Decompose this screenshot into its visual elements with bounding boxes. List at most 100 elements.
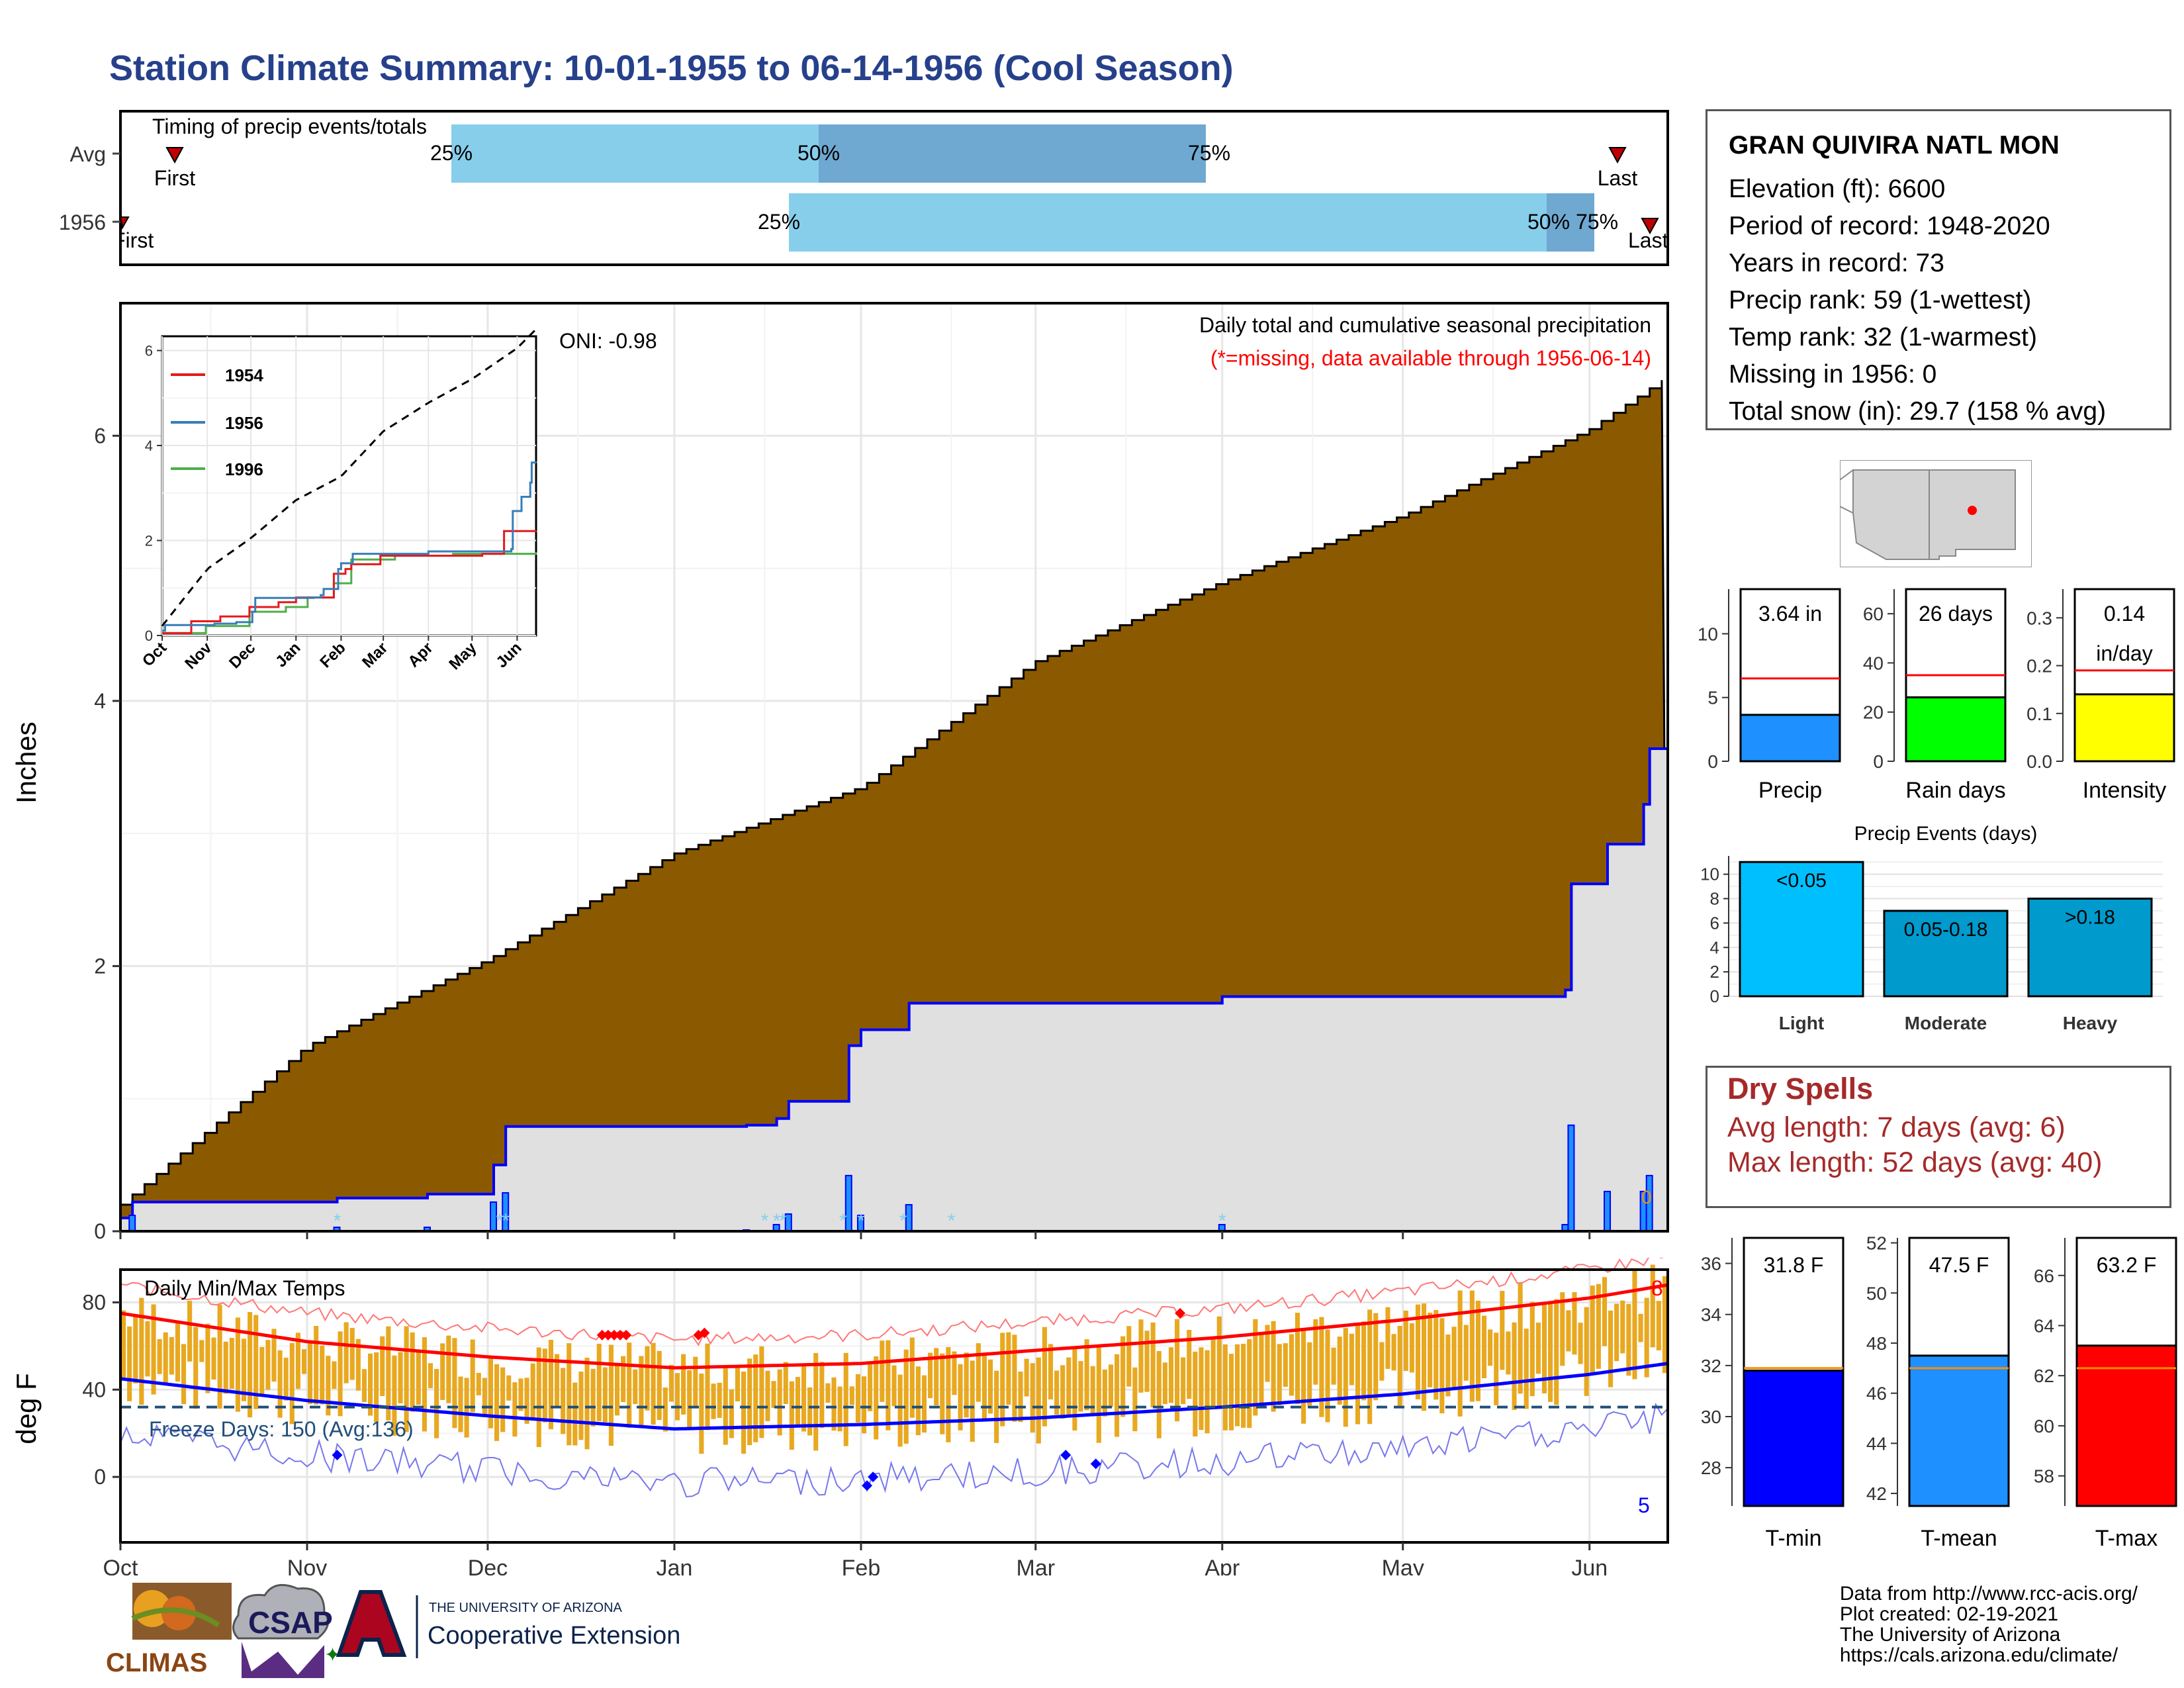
avg-first-marker bbox=[165, 147, 184, 164]
mini-bar-tick-label: 0.2 bbox=[2026, 656, 2052, 677]
month-tick-label: Apr bbox=[1205, 1556, 1240, 1575]
daily-temp-bar bbox=[1608, 1310, 1614, 1387]
daily-temp-bar bbox=[488, 1357, 494, 1429]
month-tick-label: Oct bbox=[103, 1556, 138, 1575]
daily-temp-bar bbox=[1662, 1276, 1667, 1374]
daily-temp-bar bbox=[1078, 1361, 1083, 1412]
credit-url: https://cals.arizona.edu/climate/ bbox=[1839, 1644, 2118, 1666]
daily-temp-bar bbox=[1295, 1313, 1300, 1405]
events-bar-label: <0.05 bbox=[1776, 870, 1827, 892]
legend-1956: 1956 bbox=[225, 413, 263, 433]
y1956-p75: 75% bbox=[1576, 210, 1618, 234]
temp-ytick-label: 80 bbox=[82, 1290, 106, 1314]
daily-temp-bar bbox=[386, 1326, 391, 1421]
record-high-marker bbox=[596, 1329, 608, 1340]
daily-temp-bar bbox=[1590, 1286, 1595, 1374]
daily-temp-bar bbox=[1548, 1303, 1553, 1402]
dry-spells-box: Dry Spells Avg length: 7 days (avg: 6) M… bbox=[1706, 1066, 2171, 1208]
daily-temp-bar bbox=[127, 1326, 132, 1401]
daily-temp-bar bbox=[181, 1344, 187, 1405]
mini-bar-tick-label: 20 bbox=[1863, 702, 1884, 723]
station-snow: Total snow (in): 29.7 (158 % avg) bbox=[1729, 397, 2107, 426]
missing-count: 0 bbox=[1641, 1187, 1652, 1207]
daily-temp-bar bbox=[1108, 1364, 1114, 1407]
daily-temp-bar bbox=[193, 1327, 199, 1409]
inset-xtick-label: Oct bbox=[139, 639, 170, 670]
daily-temp-bar bbox=[536, 1347, 541, 1448]
mini-bar-tick-label: 0 bbox=[1707, 751, 1718, 772]
dry-spells-max: Max length: 52 days (avg: 40) bbox=[1727, 1147, 2103, 1178]
daily-temp-bar bbox=[693, 1356, 698, 1407]
daily-temp-bar bbox=[1090, 1366, 1095, 1416]
mini-bar-tick-label: 10 bbox=[1698, 624, 1718, 644]
daily-temp-bar bbox=[1168, 1347, 1174, 1403]
events-bar-label: 0.05-0.18 bbox=[1904, 919, 1988, 941]
daily-temp-bar bbox=[988, 1359, 993, 1414]
events-category-label: Moderate bbox=[1905, 1013, 1987, 1033]
temp-bar-tick-label: 58 bbox=[2034, 1466, 2054, 1487]
record-low-marker bbox=[1090, 1458, 1101, 1470]
daily-temp-bar bbox=[909, 1337, 915, 1418]
daily-temp-bar bbox=[1644, 1297, 1649, 1378]
snow-marker: * bbox=[761, 1210, 769, 1232]
temp-bar-tick-label: 46 bbox=[1866, 1383, 1887, 1404]
daily-temp-bar bbox=[681, 1354, 686, 1415]
inset-xtick-label: Jan bbox=[272, 639, 304, 671]
timing-row-1956: 1956 bbox=[59, 211, 106, 234]
temp-bar-value bbox=[2075, 1344, 2177, 1507]
inset-1956-line bbox=[162, 461, 537, 632]
daily-temp-bar bbox=[831, 1377, 837, 1431]
daily-temp-bar bbox=[1228, 1354, 1234, 1430]
temp-panel: 0 40 80 Oct Nov Dec Jan Feb Mar Apr May Jun Daily … bbox=[82, 1258, 1669, 1575]
daily-temp-bar bbox=[711, 1383, 716, 1419]
daily-temp-bar bbox=[934, 1348, 939, 1406]
daily-temp-bar bbox=[747, 1358, 752, 1446]
legend-1954: 1954 bbox=[225, 365, 263, 385]
daily-temp-bar bbox=[687, 1370, 692, 1429]
snow-marker: * bbox=[496, 1210, 504, 1232]
credits-block: Data from http://www.rcc-acis.org/ Plot … bbox=[1840, 1583, 2138, 1665]
daily-temp-bar bbox=[361, 1369, 367, 1403]
daily-temp-bar bbox=[651, 1342, 656, 1425]
daily-temp-bar bbox=[855, 1374, 860, 1423]
daily-temp-bar bbox=[163, 1332, 168, 1384]
month-tick-label: Feb bbox=[842, 1556, 881, 1575]
university-of-arizona-logo: THE UNIVERSITY OF ARIZONA Cooperative Ex… bbox=[336, 1590, 680, 1658]
temp-bar-tick-label: 64 bbox=[2034, 1315, 2054, 1336]
daily-temp-bar bbox=[1337, 1336, 1342, 1405]
snow-marker: * bbox=[773, 1210, 781, 1232]
mini-bar-charts: 0 5 10 3.64 in Precip 0 20 40 60 26 days Rain days… bbox=[1698, 588, 2175, 803]
record-high-marker bbox=[602, 1329, 614, 1340]
record-max-line bbox=[120, 1258, 1664, 1346]
daily-temp-bar bbox=[729, 1389, 734, 1438]
snow-marker: * bbox=[857, 1210, 865, 1232]
daily-temp-bar bbox=[1144, 1331, 1150, 1392]
daily-temp-bar bbox=[211, 1337, 216, 1380]
daily-temp-bar bbox=[422, 1337, 427, 1432]
daily-temp-bar bbox=[289, 1342, 295, 1425]
temp-bar-tick-label: 32 bbox=[1701, 1356, 1721, 1376]
daily-temp-bar bbox=[1349, 1333, 1354, 1385]
daily-temp-bar bbox=[349, 1328, 355, 1380]
snow-markers: * ** * ** * * * * * bbox=[334, 1210, 1226, 1232]
daily-temp-bar bbox=[1199, 1347, 1204, 1430]
daily-temp-bar bbox=[530, 1363, 535, 1421]
daily-temp-bar bbox=[1433, 1310, 1439, 1400]
daily-precip-bar bbox=[1567, 1124, 1575, 1233]
events-tick-label: 2 bbox=[1710, 962, 1719, 982]
precip-ytick-label: 4 bbox=[94, 689, 106, 713]
mini-bar-tick-label: 5 bbox=[1707, 688, 1718, 708]
daily-temp-bar bbox=[343, 1322, 349, 1383]
daily-temp-bar bbox=[1638, 1313, 1643, 1342]
temp-bar-value bbox=[1743, 1370, 1844, 1507]
daily-temp-bar bbox=[1277, 1344, 1282, 1405]
precip-subtitle: Daily total and cumulative seasonal prec… bbox=[1199, 313, 1651, 337]
y1956-first-label: First bbox=[113, 228, 154, 252]
daily-temp-bar bbox=[970, 1360, 975, 1442]
daily-temp-bar bbox=[567, 1343, 572, 1446]
daily-temp-bar bbox=[434, 1368, 439, 1438]
timing-row-avg: Avg bbox=[69, 142, 106, 166]
daily-temp-bar bbox=[1428, 1313, 1433, 1387]
daily-temp-bar bbox=[837, 1386, 842, 1432]
daily-temp-bar bbox=[1048, 1344, 1054, 1400]
